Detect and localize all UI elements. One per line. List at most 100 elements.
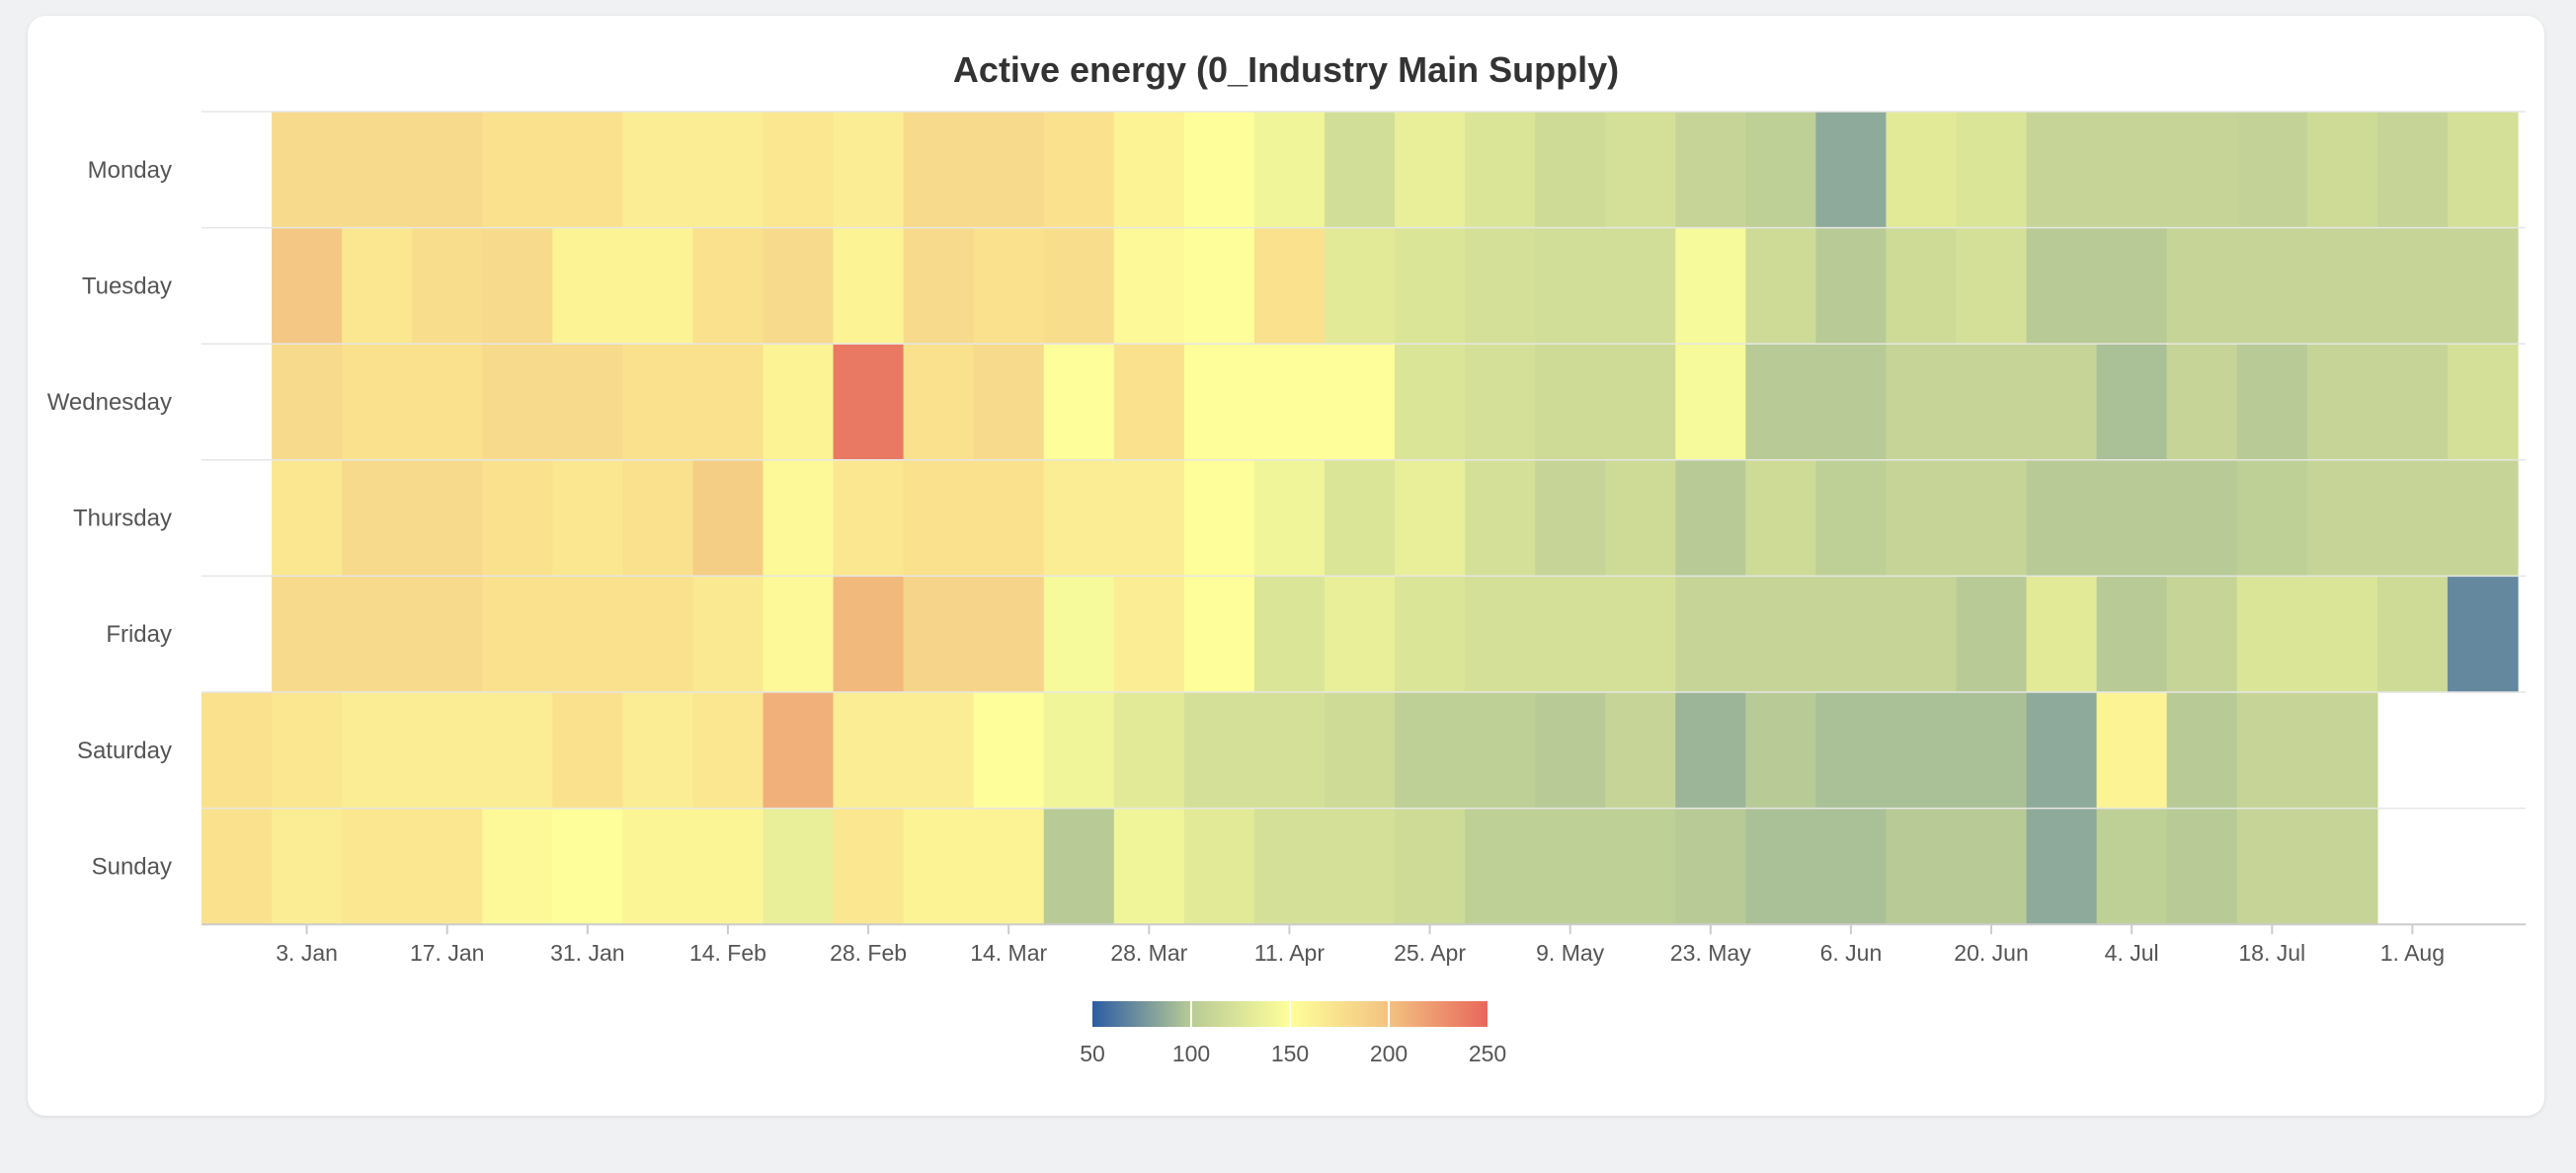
heatmap-cell[interactable] [1043,227,1115,345]
heatmap-cell[interactable] [973,227,1045,345]
heatmap-cell[interactable] [2166,576,2238,693]
heatmap-cell[interactable] [903,576,975,693]
heatmap-cell[interactable] [622,808,694,925]
heatmap-cell[interactable] [1956,227,2028,345]
heatmap-cell[interactable] [1535,459,1606,577]
heatmap-cell[interactable] [2236,576,2308,693]
heatmap-cell[interactable] [2447,344,2519,461]
heatmap-cell[interactable] [1605,576,1676,693]
heatmap-cell[interactable] [973,344,1045,461]
heatmap-cell[interactable] [342,808,413,925]
heatmap-cell[interactable] [622,459,694,577]
heatmap-cell[interactable] [763,344,835,461]
heatmap-cell[interactable] [973,692,1045,810]
heatmap-cell[interactable] [833,808,905,925]
heatmap-cell[interactable] [2376,227,2449,345]
heatmap-cell[interactable] [903,344,975,461]
heatmap-cell[interactable] [2096,344,2168,461]
heatmap-cell[interactable] [2376,344,2449,461]
heatmap-cell[interactable] [2026,692,2098,810]
heatmap-cell[interactable] [2376,459,2449,577]
heatmap-cell[interactable] [1886,808,1958,925]
heatmap-cell[interactable] [2096,808,2168,925]
heatmap-cell[interactable] [1605,692,1676,810]
heatmap-cell[interactable] [1956,576,2028,693]
heatmap-cell[interactable] [1043,808,1115,925]
heatmap-cell[interactable] [622,576,694,693]
heatmap-cell[interactable] [1465,112,1536,229]
heatmap-cell[interactable] [1956,112,2028,229]
heatmap-cell[interactable] [1886,112,1958,229]
heatmap-cell[interactable] [2236,344,2308,461]
heatmap-cell[interactable] [1324,344,1396,461]
heatmap-cell[interactable] [1395,227,1466,345]
heatmap-cell[interactable] [1675,576,1746,693]
heatmap-cell[interactable] [1815,808,1888,925]
heatmap-cell[interactable] [2306,808,2378,925]
heatmap-cell[interactable] [1886,344,1958,461]
heatmap-cell[interactable] [482,459,553,577]
heatmap-cell[interactable] [342,344,413,461]
heatmap-cell[interactable] [2096,112,2168,229]
heatmap-cell[interactable] [552,808,623,925]
heatmap-cell[interactable] [342,576,413,693]
heatmap-cell[interactable] [342,459,413,577]
heatmap-cell[interactable] [1956,692,2028,810]
heatmap-cell[interactable] [2026,459,2098,577]
heatmap-cell[interactable] [1183,808,1255,925]
heatmap-cell[interactable] [412,808,483,925]
heatmap-cell[interactable] [1675,112,1746,229]
heatmap-cell[interactable] [763,227,835,345]
heatmap-cell[interactable] [1395,692,1466,810]
heatmap-cell[interactable] [1113,576,1185,693]
heatmap-cell[interactable] [1253,459,1326,577]
heatmap-cell[interactable] [2026,112,2098,229]
heatmap-cell[interactable] [973,808,1045,925]
heatmap-cell[interactable] [2096,227,2168,345]
heatmap-cell[interactable] [2166,459,2238,577]
heatmap-cell[interactable] [622,344,694,461]
heatmap-cell[interactable] [1113,459,1185,577]
heatmap-cell[interactable] [1535,112,1606,229]
heatmap-cell[interactable] [1535,227,1606,345]
heatmap-cell[interactable] [903,112,975,229]
heatmap-cell[interactable] [1043,692,1115,810]
heatmap-cell[interactable] [1815,459,1888,577]
heatmap-cell[interactable] [833,692,905,810]
heatmap-cell[interactable] [1745,459,1816,577]
heatmap-cell[interactable] [1253,808,1326,925]
heatmap-cell[interactable] [1886,576,1958,693]
heatmap-cell[interactable] [201,808,273,925]
heatmap-cell[interactable] [2166,808,2238,925]
heatmap-cell[interactable] [1324,112,1396,229]
heatmap-cell[interactable] [2236,227,2308,345]
heatmap-cell[interactable] [272,576,343,693]
heatmap-cell[interactable] [1745,808,1816,925]
heatmap-cell[interactable] [1113,692,1185,810]
heatmap-cell[interactable] [2236,692,2308,810]
heatmap-cell[interactable] [1815,692,1888,810]
heatmap-cell[interactable] [1395,344,1466,461]
heatmap-cell[interactable] [1465,227,1536,345]
heatmap-cell[interactable] [2306,692,2378,810]
heatmap-cell[interactable] [692,576,765,693]
heatmap-cell[interactable] [1183,344,1255,461]
heatmap-cell[interactable] [552,112,623,229]
heatmap-cell[interactable] [1113,808,1185,925]
heatmap-cell[interactable] [2376,112,2449,229]
heatmap-cell[interactable] [1324,692,1396,810]
heatmap-cell[interactable] [1183,692,1255,810]
heatmap-cell[interactable] [1043,576,1115,693]
heatmap-cell[interactable] [1815,112,1888,229]
heatmap-cell[interactable] [272,112,343,229]
heatmap-cell[interactable] [1815,344,1888,461]
heatmap-cell[interactable] [2026,344,2098,461]
heatmap-cell[interactable] [1886,459,1958,577]
heatmap-cell[interactable] [1745,112,1816,229]
heatmap-cell[interactable] [1253,112,1326,229]
heatmap-cell[interactable] [2306,576,2378,693]
heatmap-cell[interactable] [412,576,483,693]
heatmap-cell[interactable] [692,459,765,577]
heatmap-cell[interactable] [903,227,975,345]
heatmap-cell[interactable] [1465,344,1536,461]
